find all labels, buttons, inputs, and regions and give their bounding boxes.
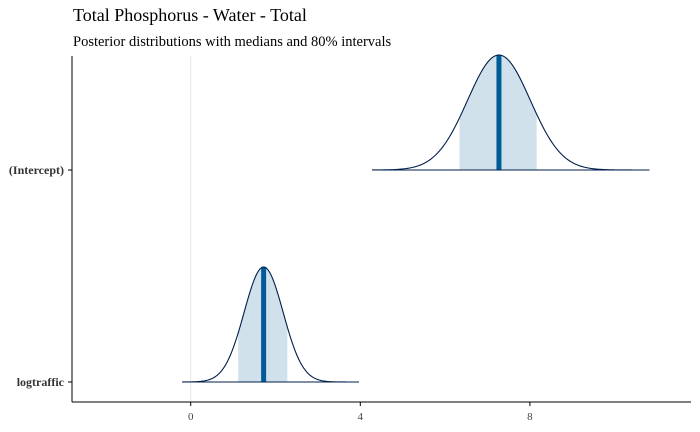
x-tick-label: 8 — [527, 411, 533, 423]
chart-subtitle: Posterior distributions with medians and… — [73, 34, 392, 50]
chart-title: Total Phosphorus - Water - Total — [73, 5, 307, 25]
x-tick-label: 4 — [358, 411, 364, 423]
plot-area — [182, 54, 650, 402]
axes: (Intercept) logtraffic 0 4 8 — [9, 56, 691, 423]
y-tick-label-intercept: (Intercept) — [9, 163, 64, 177]
y-tick-label-logtraffic: logtraffic — [17, 375, 65, 389]
x-tick-label: 0 — [188, 411, 194, 423]
